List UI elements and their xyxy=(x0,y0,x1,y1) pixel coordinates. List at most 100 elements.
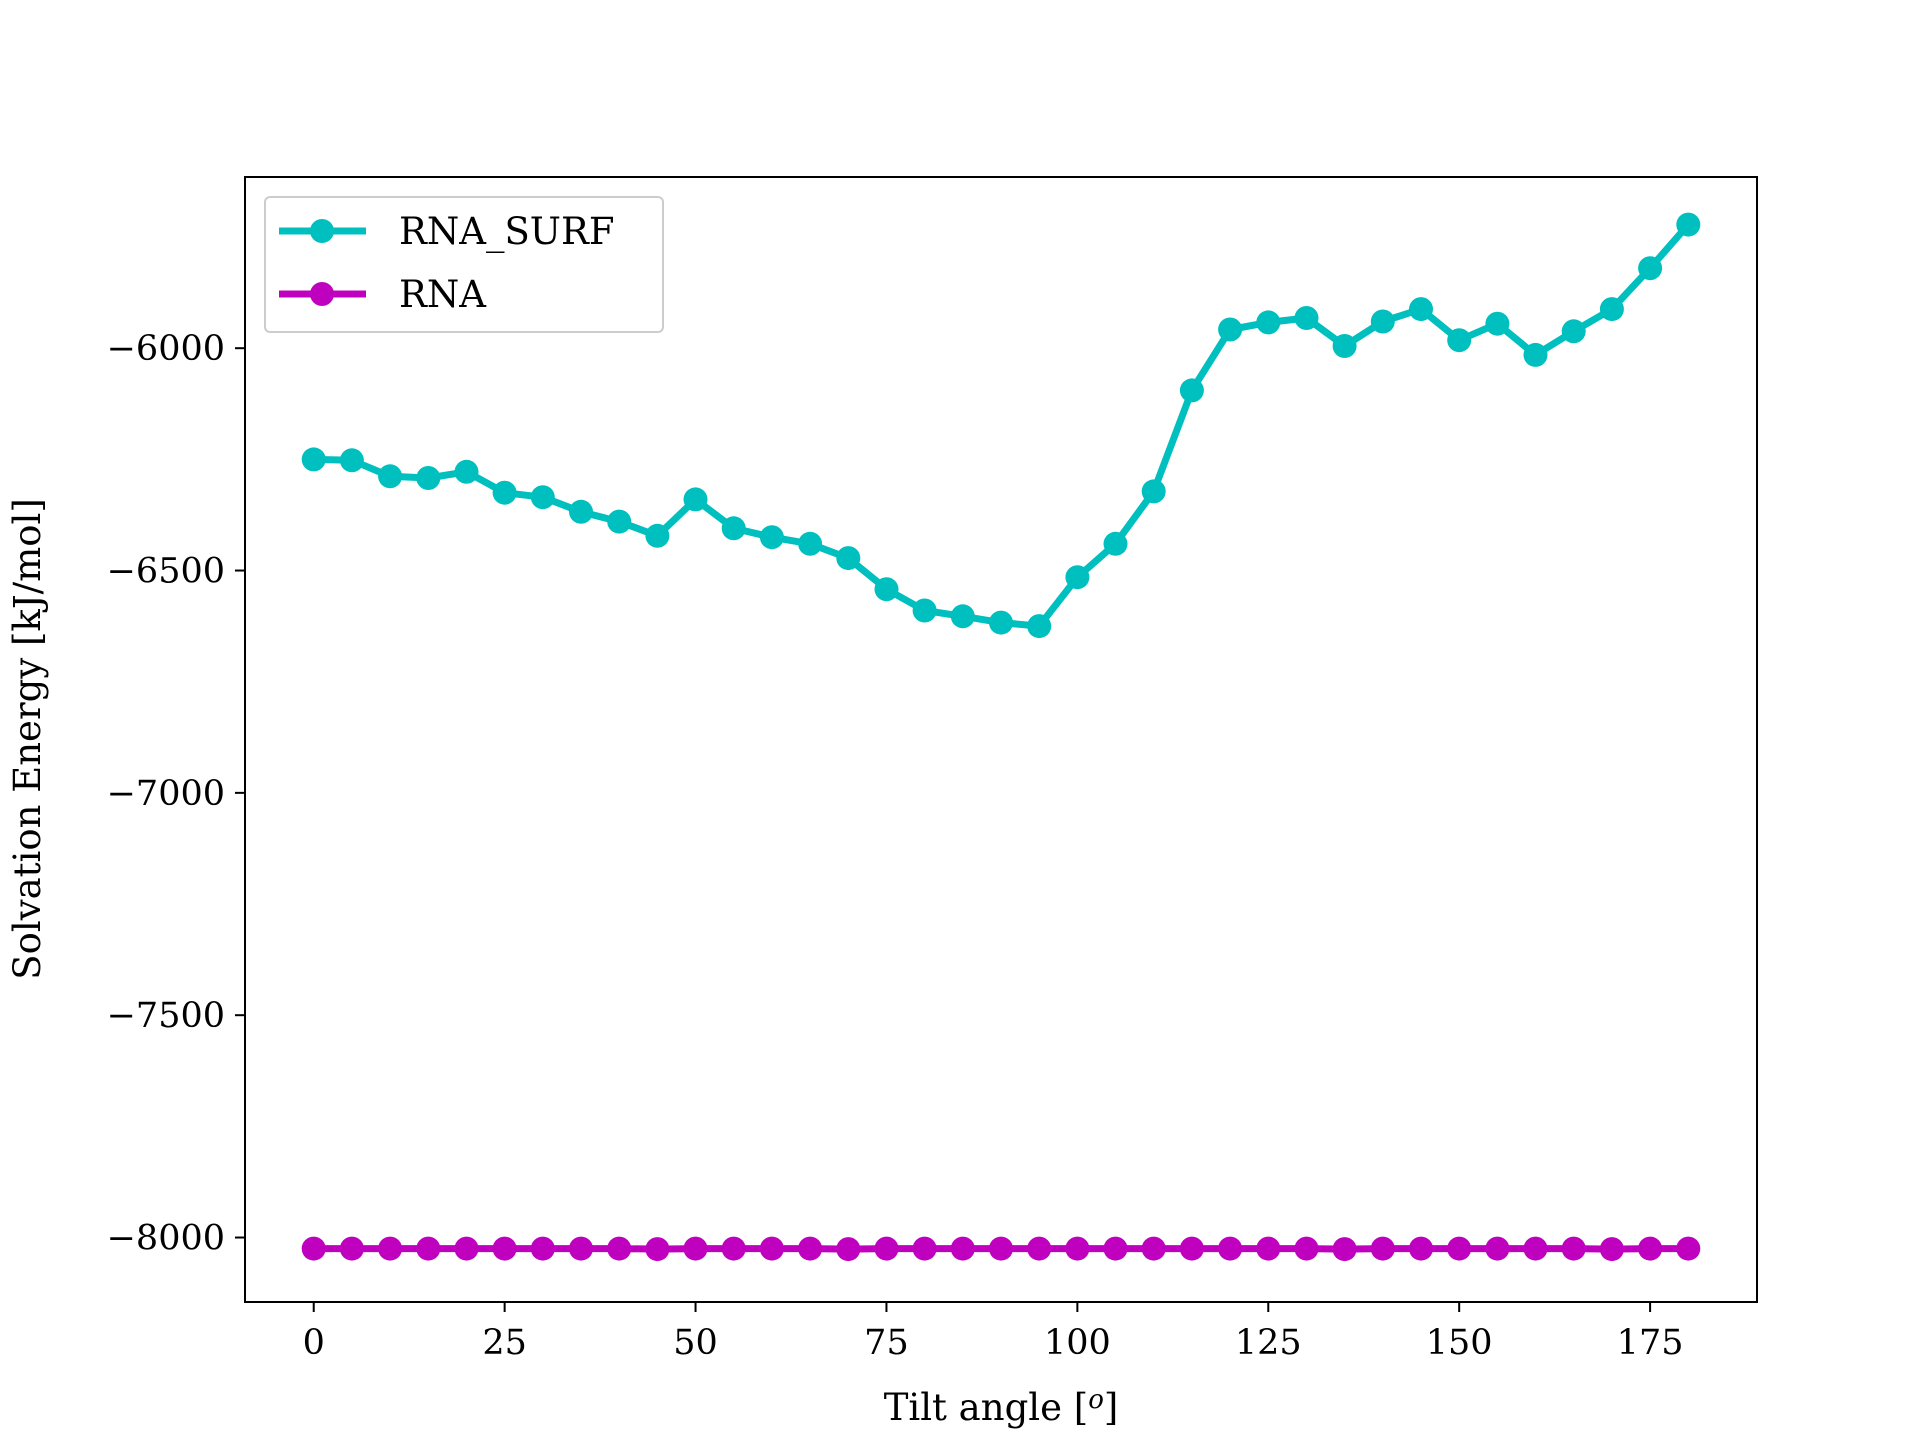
x-tick-label: 25 xyxy=(482,1323,527,1363)
data-point-rna xyxy=(1485,1236,1510,1261)
plot-frame xyxy=(244,176,1758,1303)
y-axis: −6000 −6500 −7000 −7500 −8000 xyxy=(107,329,245,1259)
x-tick-label: 75 xyxy=(864,1323,909,1363)
data-point-rna-surf xyxy=(721,516,746,541)
data-point-rna xyxy=(798,1236,823,1261)
legend-marker-rna-surf xyxy=(310,219,334,243)
x-axis: 0 25 50 75 100 125 150 175 xyxy=(303,1302,1684,1363)
x-tick-label: 125 xyxy=(1235,1323,1302,1363)
data-point-rna-surf xyxy=(1485,311,1510,336)
data-point-rna xyxy=(378,1236,403,1261)
legend-marker-rna xyxy=(310,282,334,306)
x-tick-label: 175 xyxy=(1617,1323,1684,1363)
data-point-rna xyxy=(301,1236,326,1261)
legend-label-rna-surf: RNA_SURF xyxy=(399,210,615,254)
data-point-rna xyxy=(1561,1236,1586,1261)
y-tick-label: −7500 xyxy=(107,996,225,1036)
x-tick-label: 150 xyxy=(1426,1323,1493,1363)
x-axis-label-text: Tilt angle [ xyxy=(884,1386,1088,1429)
data-point-rna-surf xyxy=(339,448,364,473)
data-point-rna xyxy=(1332,1237,1357,1262)
data-point-rna-surf xyxy=(301,447,326,472)
x-axis-label-end: ] xyxy=(1104,1386,1118,1429)
x-tick-label: 50 xyxy=(673,1323,718,1363)
data-point-rna xyxy=(1256,1236,1281,1261)
data-point-rna-surf xyxy=(1294,306,1319,330)
data-point-rna xyxy=(1638,1236,1663,1261)
x-tick-label: 100 xyxy=(1044,1323,1111,1363)
data-point-rna-surf xyxy=(454,459,479,484)
data-point-rna xyxy=(1065,1236,1090,1261)
data-point-rna-surf xyxy=(1409,297,1433,322)
x-tick-label: 0 xyxy=(303,1323,325,1363)
data-point-rna-surf xyxy=(645,523,670,548)
data-point-rna xyxy=(1599,1237,1624,1262)
data-point-rna-surf xyxy=(759,525,784,550)
legend: RNA_SURF RNA xyxy=(264,196,664,333)
data-point-rna-surf xyxy=(1027,614,1052,639)
data-point-rna xyxy=(530,1236,555,1261)
data-point-rna-surf xyxy=(798,531,823,556)
data-point-rna xyxy=(912,1236,937,1261)
data-point-rna xyxy=(1676,1236,1701,1261)
data-point-rna-surf xyxy=(607,509,632,534)
data-point-rna xyxy=(759,1236,784,1261)
data-point-rna-surf xyxy=(1370,309,1395,334)
y-tick-label: −7000 xyxy=(107,774,225,814)
data-point-rna xyxy=(1409,1236,1433,1261)
data-point-rna xyxy=(950,1236,975,1261)
data-point-rna xyxy=(1141,1236,1166,1261)
data-point-rna xyxy=(721,1236,746,1261)
data-point-rna xyxy=(416,1236,441,1261)
data-point-rna-surf xyxy=(1256,310,1281,335)
data-point-rna xyxy=(1370,1236,1395,1261)
data-point-rna-surf xyxy=(492,480,517,505)
data-point-rna xyxy=(454,1236,479,1261)
data-point-rna xyxy=(1294,1236,1319,1261)
data-point-rna-surf xyxy=(1332,334,1357,358)
data-point-rna-surf xyxy=(530,485,555,510)
y-axis-label: Solvation Energy [kJ/mol] xyxy=(6,498,49,980)
data-point-rna xyxy=(339,1236,364,1261)
data-point-rna xyxy=(1179,1236,1204,1261)
data-point-rna xyxy=(1523,1236,1548,1261)
data-point-rna-surf xyxy=(874,577,899,602)
data-point-rna-surf xyxy=(1523,342,1548,367)
data-point-rna-surf xyxy=(1676,212,1701,237)
data-point-rna xyxy=(836,1237,861,1262)
data-point-rna xyxy=(1447,1236,1472,1261)
x-axis-label: Tilt angle [o] xyxy=(884,1385,1119,1429)
data-point-rna-surf xyxy=(912,598,937,623)
data-point-rna-surf xyxy=(1179,378,1204,403)
data-point-rna-surf xyxy=(1599,297,1624,322)
data-point-rna-surf xyxy=(1447,328,1472,353)
data-point-rna-surf xyxy=(1065,565,1090,590)
data-point-rna-surf xyxy=(836,546,861,571)
data-point-rna-surf xyxy=(950,604,975,629)
data-point-rna xyxy=(1218,1236,1243,1261)
y-tick-label: −6500 xyxy=(107,552,225,592)
data-point-rna xyxy=(683,1236,708,1261)
x-axis-label-superscript: o xyxy=(1088,1385,1104,1415)
data-point-rna xyxy=(492,1236,517,1261)
data-point-rna-surf xyxy=(683,487,708,512)
data-point-rna-surf xyxy=(989,610,1013,635)
data-point-rna-surf xyxy=(1638,256,1663,281)
data-point-rna-surf xyxy=(1141,479,1166,504)
y-tick-label: −6000 xyxy=(107,329,225,369)
y-tick-label: −8000 xyxy=(107,1219,225,1259)
data-point-rna-surf xyxy=(1103,531,1128,556)
data-point-rna-surf xyxy=(1218,317,1243,342)
data-point-rna-surf xyxy=(569,499,593,524)
data-point-rna xyxy=(645,1237,670,1262)
series-layer xyxy=(301,212,1701,1262)
data-point-rna xyxy=(569,1236,593,1261)
legend-label-rna: RNA xyxy=(399,273,487,316)
data-point-rna xyxy=(1027,1236,1052,1261)
data-point-rna xyxy=(1103,1236,1128,1261)
data-point-rna xyxy=(607,1236,632,1261)
data-point-rna xyxy=(874,1236,899,1261)
data-point-rna xyxy=(989,1236,1013,1261)
data-point-rna-surf xyxy=(378,464,403,489)
